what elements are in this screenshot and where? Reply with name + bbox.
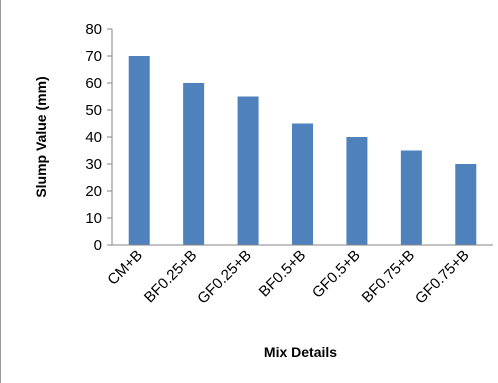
y-axis-ticks: 0 10 20 30 40 50 60 70 80 <box>85 21 112 254</box>
bar <box>183 83 205 245</box>
x-tick-label: BF0.75+B <box>359 247 418 306</box>
bar <box>455 164 477 245</box>
bar <box>400 150 422 245</box>
y-tick-label: 60 <box>85 75 102 92</box>
y-tick-label: 50 <box>85 102 102 119</box>
y-tick-label: 0 <box>94 237 102 254</box>
x-tick-label: GF0.75+B <box>412 247 473 308</box>
bars <box>128 56 477 245</box>
x-axis-title: Mix Details <box>264 344 337 360</box>
y-tick-label: 10 <box>85 210 102 227</box>
bar <box>128 56 150 245</box>
bar <box>292 123 313 245</box>
x-tick-label: BF0.25+B <box>141 247 200 306</box>
y-tick-label: 20 <box>85 183 102 200</box>
x-tick-label: GF0.5+B <box>309 247 364 302</box>
x-tick-label: CM+B <box>104 247 146 289</box>
x-tick-label: GF0.25+B <box>194 247 255 308</box>
bar <box>346 137 368 245</box>
y-tick-label: 30 <box>85 156 102 173</box>
y-tick-label: 70 <box>85 48 102 65</box>
bar <box>237 96 259 245</box>
x-tick-label: BF0.5+B <box>256 247 310 301</box>
y-tick-label: 40 <box>85 129 102 146</box>
y-axis-title: Slump Value (mm) <box>33 76 49 197</box>
y-tick-label: 80 <box>85 21 102 38</box>
